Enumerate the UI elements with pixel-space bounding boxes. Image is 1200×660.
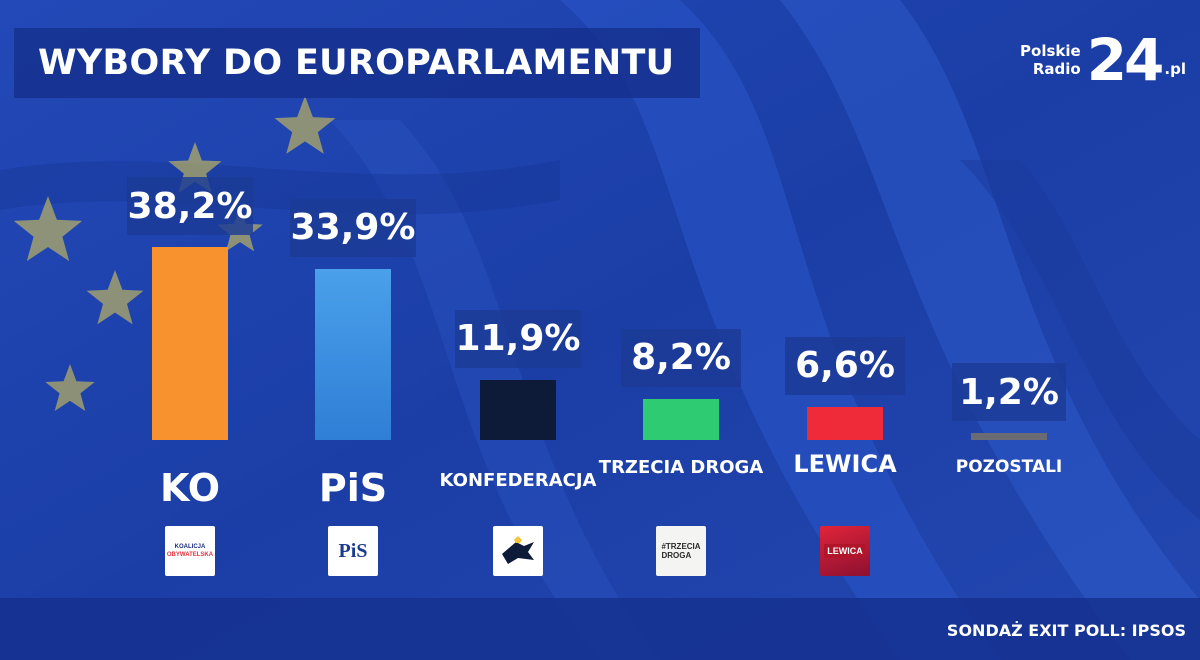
trzecia-droga-logo: #TRZECIA DROGA	[656, 526, 706, 576]
party-label-pozostali: POZOSTALI	[955, 457, 1063, 477]
ko-logo-text-2: OBYWATELSKA	[166, 552, 214, 558]
title-panel: WYBORY DO EUROPARLAMENTU	[14, 28, 700, 98]
party-label-ko: KO	[159, 466, 221, 510]
party-label-pis: PiS	[318, 466, 388, 510]
value-label-trzecia-droga: 8,2%	[631, 337, 731, 379]
eu-star-4	[13, 196, 83, 262]
value-label-konfederacja: 11,9%	[455, 318, 581, 360]
konfederacja-bird-icon	[502, 536, 534, 564]
lewica-logo-text: LEWICA	[824, 544, 866, 558]
party-label-lewica: LEWICA	[793, 450, 897, 478]
value-label-box-konfederacja: 11,9%	[455, 309, 581, 368]
bar-lewica	[807, 406, 883, 440]
brand-line-1: Polskie	[1020, 42, 1081, 60]
eu-star-6	[45, 364, 95, 411]
eu-star-2	[168, 142, 222, 193]
bar-pozostali	[971, 433, 1047, 440]
party-label-trzecia-droga: TRZECIA DROGA	[598, 457, 764, 478]
pis-logo-text: PiS	[338, 539, 368, 562]
value-label-box-trzecia-droga: 8,2%	[621, 328, 741, 387]
eu-star-1	[274, 96, 336, 154]
value-label-pis: 33,9%	[290, 207, 416, 249]
value-label-box-pozostali: 1,2%	[952, 363, 1066, 421]
koalicja-obywatelska-logo: KOALICJA OBYWATELSKA	[165, 526, 215, 576]
bar-konfederacja	[480, 379, 556, 440]
bar-trzecia-droga	[643, 398, 719, 440]
brand-suffix: .pl	[1164, 60, 1186, 78]
bar-pis	[315, 268, 391, 440]
value-label-box-lewica: 6,6%	[785, 336, 905, 395]
chart-title: WYBORY DO EUROPARLAMENTU	[38, 43, 675, 83]
konfederacja-logo	[493, 526, 543, 576]
lewica-logo: LEWICA	[820, 526, 870, 576]
pis-logo: PiS	[328, 526, 378, 576]
value-label-ko: 38,2%	[127, 185, 253, 227]
value-label-lewica: 6,6%	[795, 345, 895, 387]
bar-ko	[152, 247, 228, 440]
td-logo-text-2: DROGA	[661, 551, 692, 560]
value-label-box-pis: 33,9%	[290, 198, 416, 257]
brand-line-2: Radio	[1032, 60, 1081, 78]
footer-bar	[0, 598, 1200, 660]
value-label-box-ko: 38,2%	[127, 177, 253, 235]
poll-source: SONDAŻ EXIT POLL: IPSOS	[946, 621, 1186, 640]
ko-logo-text-1: KOALICJA	[174, 544, 206, 550]
polskie-radio-24-logo: Polskie Radio 24 .pl	[1020, 28, 1186, 92]
party-label-konfederacja: KONFEDERACJA	[439, 470, 597, 491]
value-label-pozostali: 1,2%	[959, 371, 1059, 413]
td-logo-text-1: #TRZECIA	[661, 542, 701, 551]
brand-number: 24	[1086, 26, 1165, 94]
eu-star-5	[86, 270, 144, 325]
